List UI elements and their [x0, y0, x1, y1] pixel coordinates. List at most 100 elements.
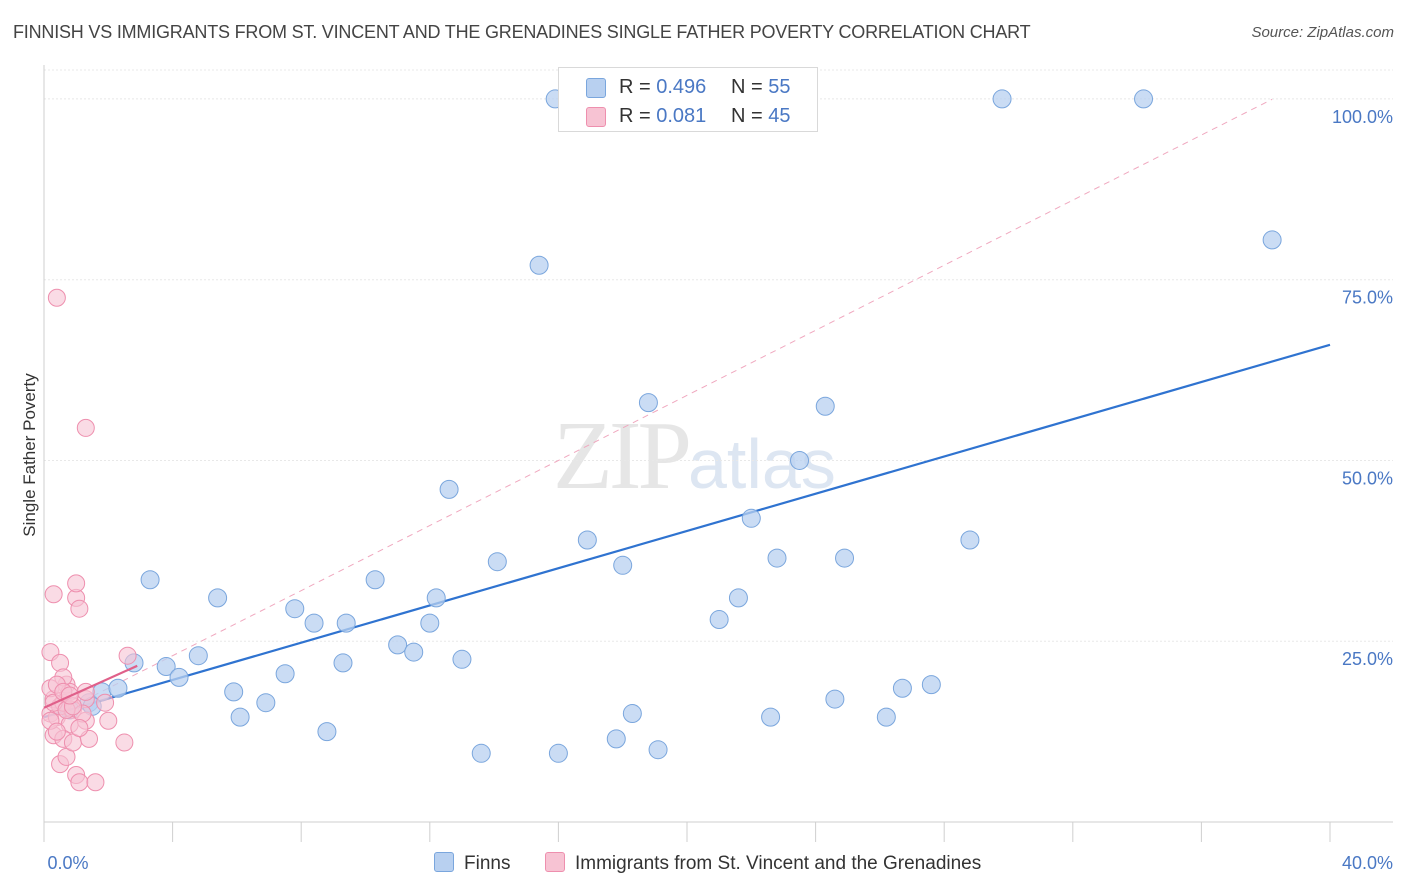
finns-point: [1134, 89, 1154, 109]
x-tick-label: 40.0%: [1342, 853, 1393, 873]
immigrants-point: [115, 733, 134, 752]
immigrants-point: [70, 719, 89, 737]
legend-r-immigrants: R = 0.081: [619, 105, 706, 128]
finns-point: [992, 89, 1012, 109]
finns-point: [304, 613, 324, 633]
y-tick-label: 50.0%: [1342, 468, 1393, 488]
legend-n-immigrants: N = 45: [731, 105, 791, 128]
imm-r-label: R =: [619, 105, 657, 127]
finns-point: [275, 664, 295, 684]
finns-point: [728, 588, 748, 608]
finns-point: [156, 657, 176, 677]
finns-point: [577, 530, 597, 550]
watermark-zip: ZIP: [553, 402, 692, 510]
finns-point: [208, 588, 228, 608]
bottom-legend-immigrants: Immigrants from St. Vincent and the Gren…: [545, 852, 981, 875]
finns-point: [529, 255, 549, 275]
finns-legend-swatch: [434, 852, 454, 872]
finns-point: [108, 678, 128, 698]
source-label: Source: ZipAtlas.com: [1251, 24, 1394, 41]
trend-lines: [43, 98, 1331, 722]
finns-point: [1262, 230, 1282, 250]
immigrants-point: [76, 418, 95, 437]
finns-point: [188, 646, 208, 666]
chart-title: FINNISH VS IMMIGRANTS FROM ST. VINCENT A…: [13, 22, 1031, 42]
finns-point: [230, 707, 250, 727]
finns-point: [548, 743, 568, 763]
finns-point: [892, 678, 912, 698]
finns-point: [638, 393, 658, 413]
finns-point: [825, 689, 845, 709]
finns-point: [876, 707, 896, 727]
finns-point: [256, 693, 276, 713]
finns-swatch: [586, 78, 606, 98]
y-tick-label: 100.0%: [1332, 107, 1393, 127]
legend-row-finns: R = 0.496 N = 55: [559, 71, 817, 101]
tick-labels: 25.0% 50.0% 75.0% 100.0% 0.0% 40.0%: [47, 107, 1393, 873]
bottom-legend-finns: Finns: [434, 852, 510, 875]
gridlines: [44, 69, 1393, 642]
finns-point: [333, 653, 353, 673]
finns-point: [439, 479, 459, 499]
immigrants-trend-line: [43, 664, 138, 709]
finns-point: [761, 707, 781, 727]
finns-point: [404, 642, 424, 662]
imm-n-value: 45: [768, 105, 791, 127]
finns-point: [388, 635, 408, 655]
y-axis-label: Single Father Poverty: [20, 373, 39, 537]
finns-point: [471, 743, 491, 763]
immigrants-point: [96, 693, 115, 712]
finns-points: [60, 89, 1282, 763]
finns-point: [420, 613, 440, 633]
finns-point: [790, 450, 810, 470]
imm-n-label: N =: [731, 105, 769, 127]
finns-point: [648, 740, 668, 760]
finns-point: [741, 508, 761, 528]
finns-point: [606, 729, 626, 749]
finns-point: [169, 667, 189, 687]
immigrants-point: [47, 288, 66, 307]
legend-row-immigrants: R = 0.081 N = 45: [559, 100, 817, 130]
immigrants-point: [70, 599, 89, 618]
finns-point: [317, 722, 337, 742]
finns-point: [622, 704, 642, 724]
finns-r-label: R =: [619, 76, 657, 98]
y-tick-label: 75.0%: [1342, 288, 1393, 308]
immigrants-point: [99, 711, 118, 730]
reference-dashed-line: [43, 98, 1273, 722]
immigrants-point: [118, 646, 137, 665]
finns-point: [285, 599, 305, 619]
finns-point: [815, 396, 835, 416]
x-tick-label: 0.0%: [47, 853, 88, 873]
finns-point: [921, 675, 941, 695]
finns-point: [426, 588, 446, 608]
finns-point: [487, 552, 507, 572]
immigrants-point: [47, 722, 66, 741]
finns-point: [224, 682, 244, 702]
finns-n-label: N =: [731, 76, 769, 98]
immigrants-point: [70, 773, 89, 792]
finns-r-value: 0.496: [656, 76, 707, 98]
finns-point: [613, 555, 633, 575]
immigrants-point: [86, 773, 105, 792]
imm-r-value: 0.081: [656, 105, 707, 127]
immigrants-point: [67, 574, 86, 593]
correlation-legend: R = 0.496 N = 55 R = 0.081 N = 45: [558, 67, 818, 132]
finns-point: [709, 610, 729, 630]
immigrants-point: [44, 585, 63, 604]
finns-n-value: 55: [768, 76, 791, 98]
finns-point: [365, 570, 385, 590]
immigrants-points: [41, 288, 138, 792]
finns-point: [767, 548, 787, 568]
axes: [43, 65, 1393, 842]
legend-r-finns: R = 0.496: [619, 76, 706, 99]
finns-legend-label: Finns: [464, 853, 511, 874]
watermark: ZIPatlas: [553, 400, 836, 512]
finns-point: [140, 570, 160, 590]
y-tick-label: 25.0%: [1342, 649, 1393, 669]
immigrants-legend-swatch: [545, 852, 565, 872]
finns-point: [452, 649, 472, 669]
finns-point: [336, 613, 356, 633]
immigrants-legend-label: Immigrants from St. Vincent and the Gren…: [575, 853, 982, 874]
